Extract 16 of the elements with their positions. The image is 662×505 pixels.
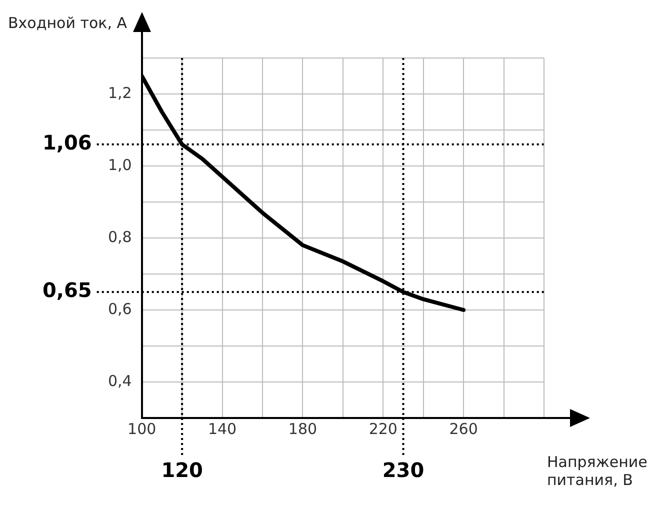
x-tick-label: 180: [288, 420, 318, 438]
ref-line-label: 120: [161, 458, 203, 482]
ref-line-label: 0,65: [42, 278, 92, 302]
x-tick-label: 260: [449, 420, 478, 438]
y-tick-label: 0,6: [108, 300, 132, 318]
y-tick-label: 1,2: [108, 84, 132, 102]
x-tick-label: 140: [208, 420, 237, 438]
ref-line-label: 1,06: [42, 130, 92, 155]
y-axis-title: Входной ток, А: [8, 14, 127, 32]
y-tick-label: 0,4: [108, 372, 132, 390]
ref-line-label: 230: [382, 458, 424, 482]
x-tick-label: 220: [368, 420, 398, 438]
x-axis-title: Напряжение питания, В: [547, 453, 648, 489]
x-tick-label: 100: [128, 420, 156, 438]
y-tick-label: 1,0: [108, 156, 132, 174]
y-tick-label: 0,8: [108, 228, 132, 246]
